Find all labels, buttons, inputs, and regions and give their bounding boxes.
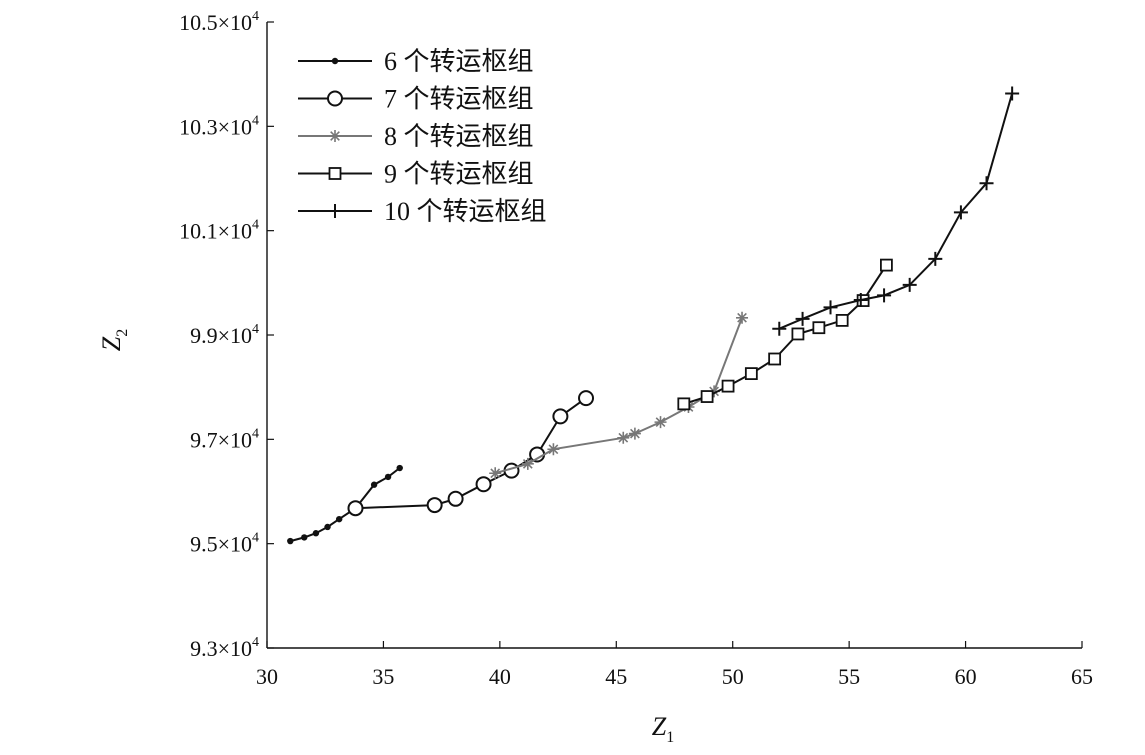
legend-item: 7 个转运枢组 bbox=[298, 85, 534, 114]
star-marker bbox=[489, 467, 502, 480]
y-tick-label: 9.7×104 bbox=[190, 426, 259, 452]
star-marker bbox=[329, 130, 341, 142]
plus-marker bbox=[953, 205, 968, 220]
dot-marker bbox=[324, 523, 331, 531]
square-marker bbox=[700, 390, 714, 403]
circle-marker bbox=[475, 476, 492, 493]
x-tick-label: 40 bbox=[489, 664, 511, 689]
plus-marker bbox=[877, 288, 892, 303]
plus-marker bbox=[1005, 86, 1020, 101]
legend-label: 8 个转运枢组 bbox=[384, 122, 534, 151]
x-tick-label: 60 bbox=[955, 664, 977, 689]
plus-marker bbox=[795, 311, 810, 326]
star-marker bbox=[547, 443, 560, 456]
series-1 bbox=[287, 464, 403, 545]
y-tick-label: 10.5×104 bbox=[179, 9, 259, 35]
plus-marker bbox=[853, 293, 868, 308]
legend-label: 7 个转运枢组 bbox=[384, 85, 534, 114]
circle-marker bbox=[347, 500, 364, 517]
legend-label: 10 个转运枢组 bbox=[384, 197, 547, 226]
circle-marker bbox=[447, 490, 464, 507]
square-marker bbox=[744, 367, 758, 381]
legend-label: 9 个转运枢组 bbox=[384, 160, 534, 189]
dot-marker bbox=[384, 473, 392, 481]
plus-marker bbox=[902, 277, 917, 292]
dot-marker bbox=[312, 530, 320, 537]
star-marker bbox=[521, 457, 534, 470]
legend-item: 6 个转运枢组 bbox=[298, 47, 534, 76]
square-marker bbox=[835, 313, 849, 327]
star-marker bbox=[708, 385, 721, 398]
circle-marker bbox=[552, 408, 569, 425]
circle-marker bbox=[578, 390, 595, 407]
square-marker bbox=[812, 321, 826, 335]
y-tick-label: 9.5×104 bbox=[190, 531, 259, 557]
series-5 bbox=[772, 86, 1020, 336]
plus-marker bbox=[328, 204, 342, 218]
legend-item: 10 个转运枢组 bbox=[298, 197, 547, 226]
square-marker bbox=[880, 258, 893, 272]
y-tick-label: 10.3×104 bbox=[179, 113, 259, 139]
x-tick-label: 65 bbox=[1071, 664, 1093, 689]
series-line bbox=[778, 93, 1014, 330]
square-marker bbox=[328, 167, 342, 180]
x-tick-label: 45 bbox=[605, 664, 627, 689]
star-marker bbox=[654, 416, 667, 429]
square-marker bbox=[791, 327, 805, 341]
dot-marker bbox=[370, 481, 378, 488]
legend-label: 6 个转运枢组 bbox=[384, 47, 534, 76]
y-axis-label: Z2 bbox=[97, 329, 131, 351]
legend-item: 9 个转运枢组 bbox=[298, 160, 534, 189]
x-axis-label: Z1 bbox=[652, 712, 674, 746]
x-tick-label: 35 bbox=[372, 664, 394, 689]
dot-marker bbox=[331, 57, 339, 65]
circle-marker bbox=[327, 90, 343, 107]
star-marker bbox=[628, 427, 641, 440]
x-tick-label: 50 bbox=[722, 664, 744, 689]
star-marker bbox=[736, 311, 749, 324]
legend-item: 8 个转运枢组 bbox=[298, 122, 534, 151]
dot-marker bbox=[335, 515, 343, 523]
circle-marker bbox=[426, 497, 443, 514]
square-marker bbox=[768, 352, 782, 366]
square-marker bbox=[677, 397, 691, 411]
y-tick-label: 9.3×104 bbox=[190, 635, 259, 661]
y-tick-label: 10.1×104 bbox=[179, 218, 259, 244]
square-marker bbox=[721, 379, 735, 393]
plus-marker bbox=[772, 321, 787, 336]
series-2 bbox=[347, 390, 595, 517]
x-tick-label: 55 bbox=[838, 664, 860, 689]
dot-marker bbox=[287, 537, 294, 545]
series-line bbox=[290, 467, 401, 543]
dot-marker bbox=[301, 534, 308, 541]
dot-marker bbox=[396, 464, 403, 472]
star-marker bbox=[617, 431, 630, 444]
y-tick-label: 9.9×104 bbox=[190, 322, 259, 348]
plus-marker bbox=[928, 251, 943, 266]
series-line bbox=[683, 264, 888, 405]
series-line bbox=[355, 397, 587, 510]
x-tick-label: 30 bbox=[256, 664, 278, 689]
plus-marker bbox=[823, 300, 838, 315]
plus-marker bbox=[979, 176, 994, 191]
